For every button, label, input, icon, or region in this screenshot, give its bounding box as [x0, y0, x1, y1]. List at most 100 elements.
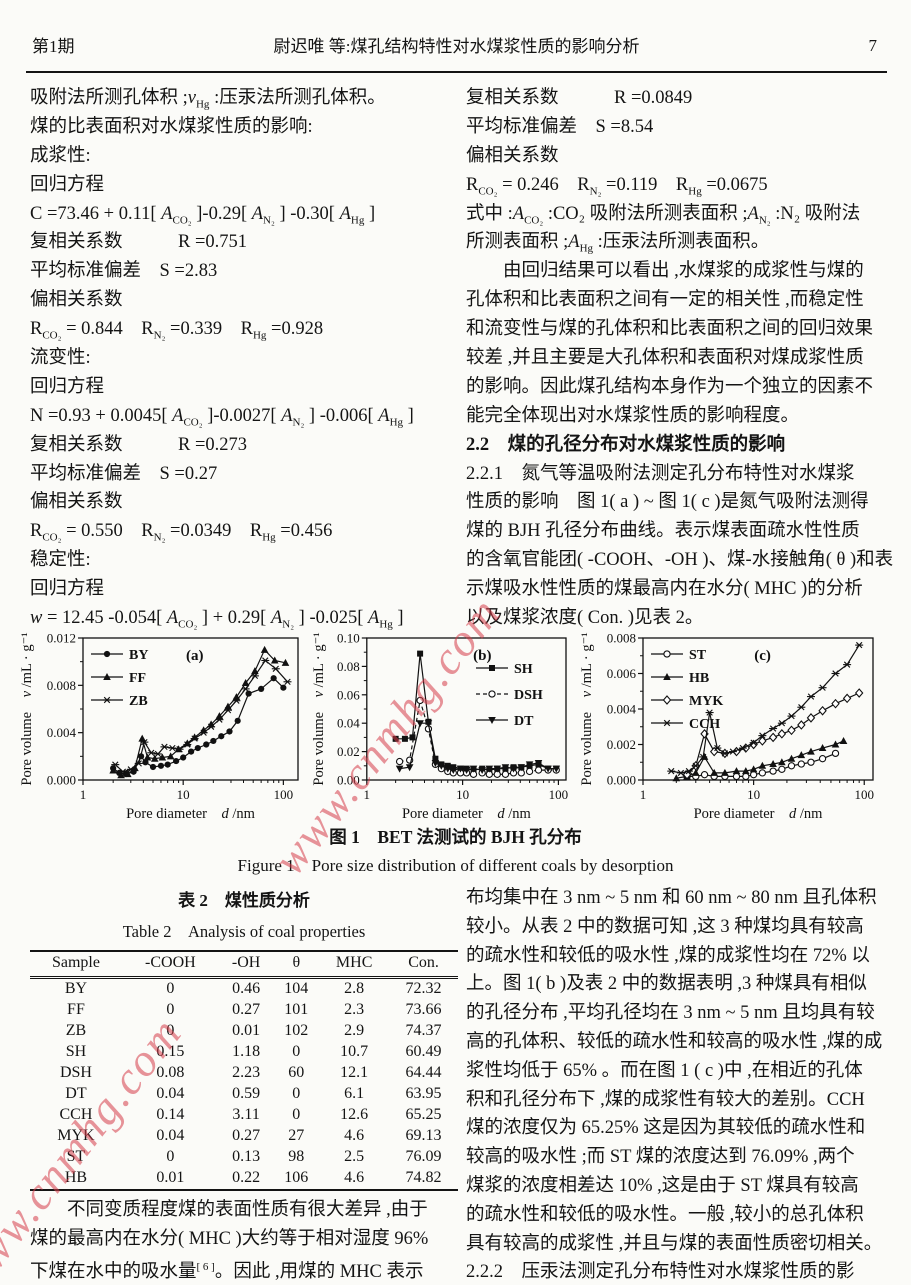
- text-line: 复相关系数 R =0.751: [30, 232, 248, 253]
- table-cell: 0: [292, 1106, 301, 1123]
- table-cell: 27: [288, 1127, 305, 1144]
- table-row: DT 0.04 0.59 0 6.1 63.95: [30, 1084, 458, 1105]
- left-column-text: 吸附法所测孔体积 ;vHg :压汞法所测孔体积。 煤的比表面积对水煤浆性质的影响:…: [30, 84, 462, 633]
- page-number: 7: [868, 36, 878, 55]
- svg-text:Pore diameter d /nm: Pore diameter d /nm: [402, 806, 532, 822]
- right-column-text: 复相关系数 R =0.0849 平均标准偏差 S =8.54 偏相关系数 RCO₂ =…: [466, 84, 908, 633]
- svg-text:100: 100: [854, 787, 874, 802]
- table-cell: 73.66: [405, 1001, 442, 1018]
- table-cell: BY: [64, 980, 88, 997]
- text-line: 平均标准偏差 S =0.27: [30, 463, 218, 484]
- table-header-cell: Sample: [51, 954, 100, 971]
- text-line: 偏相关系数: [30, 290, 123, 311]
- table-cell: 0.04: [156, 1085, 185, 1102]
- table-cell: 72.32: [405, 980, 442, 997]
- table2-block: 表 2 煤性质分析 Table 2 Analysis of coal prope…: [30, 886, 458, 1191]
- text-line: 煤的比表面积对水煤浆性质的影响:: [30, 116, 313, 137]
- text-line: 能完全体现出对水煤浆性质的影响程度。: [466, 405, 800, 426]
- table-cell: 0.13: [232, 1148, 261, 1165]
- text-line: 不同变质程度煤的表面性质有很大差异 ,由于: [30, 1200, 428, 1220]
- text-line: RCO₂ = 0.844 RN₂ =0.339 RHg =0.928: [30, 319, 324, 342]
- figure1-panels: 0.000 0.004 0.008 0.012 1 10 100 BY FF ZB (a) Pore …: [18, 630, 898, 826]
- table-cell: 60: [288, 1064, 305, 1081]
- text-line: 具有较高的成浆性 ,并且与煤的表面性质密切相关。: [466, 1233, 883, 1254]
- table-cell: 0: [166, 1022, 175, 1039]
- table-cell: 63.95: [405, 1085, 442, 1102]
- svg-text:0.02: 0.02: [337, 744, 360, 759]
- text-line: 2.2.1 氮气等温吸附法测定孔分布特性对水煤浆: [466, 463, 855, 484]
- table2-title-en: Table 2 Analysis of coal properties: [122, 922, 366, 941]
- svg-text:10: 10: [747, 787, 760, 802]
- svg-text:HB: HB: [689, 671, 709, 686]
- svg-text:0.012: 0.012: [47, 631, 76, 646]
- text-line: 以及煤浆浓度( Con. )见表 2。: [466, 608, 704, 629]
- text-line: 积和孔径分布下 ,煤的成浆性有较大的差别。CCH: [466, 1089, 865, 1110]
- table-cell: 0.22: [232, 1169, 261, 1186]
- table-cell: ZB: [65, 1022, 87, 1039]
- table-row: BY 0 0.46 104 2.8 72.32: [30, 978, 458, 1001]
- svg-text:Pore volume v /mL · g⁻¹: Pore volume v /mL · g⁻¹: [579, 632, 595, 785]
- text-line: 孔体积和比表面积之间有一定的相关性 ,而稳定性: [466, 290, 864, 311]
- text-line: 所测表面积 ;AHg :压汞法所测表面积。: [466, 232, 770, 256]
- svg-text:Pore volume v /mL · g⁻¹: Pore volume v /mL · g⁻¹: [311, 632, 327, 785]
- text-line: 上。图 1( b )及表 2 中的数据表明 ,3 种煤具有相似: [466, 974, 867, 995]
- svg-text:0.04: 0.04: [337, 716, 360, 731]
- text-line: 偏相关系数: [466, 145, 559, 166]
- table-cell: 4.6: [344, 1127, 365, 1144]
- table-cell: 4.6: [344, 1169, 365, 1186]
- table-cell: 0: [166, 980, 175, 997]
- svg-text:ZB: ZB: [129, 694, 148, 709]
- text-line: 和流变性与煤的孔体积和比表面积之间的回归效果: [466, 319, 874, 340]
- text-line: w = 12.45 -0.054[ ACO₂ ] + 0.29[ AN₂ ] -…: [30, 608, 404, 631]
- table-cell: 102: [284, 1022, 309, 1039]
- svg-text:FF: FF: [129, 671, 146, 686]
- table-cell: SH: [65, 1043, 87, 1060]
- table-cell: ST: [66, 1148, 86, 1165]
- svg-text:0.004: 0.004: [607, 702, 637, 717]
- text-line: 下煤在水中的吸水量[ 6 ]。因此 ,用煤的 MHC 表示: [30, 1261, 424, 1282]
- table-cell: 74.37: [405, 1022, 442, 1039]
- text-line: 较差 ,并且主要是大孔体积和表面积对煤成浆性质: [466, 348, 864, 369]
- text-line: 回归方程: [30, 174, 105, 195]
- svg-text:10: 10: [177, 787, 190, 802]
- table-cell: 2.9: [344, 1022, 365, 1039]
- table-cell: 98: [288, 1148, 305, 1165]
- table-header-cell: θ: [292, 954, 301, 971]
- text-line: 2.2 煤的孔径分布对水煤浆性质的影响: [466, 434, 786, 455]
- table-cell: 0.01: [232, 1022, 261, 1039]
- table-header-row: Sample -COOH -OH θ MHC Con.: [30, 951, 458, 978]
- chart-c-svg: 0.000 0.002 0.004 0.006 0.008 1 10 100 ST HB MYK CC…: [579, 631, 874, 823]
- svg-text:0.006: 0.006: [607, 666, 637, 681]
- svg-text:(c): (c): [754, 648, 771, 664]
- table-cell: 69.13: [405, 1127, 442, 1144]
- table-cell: 0: [292, 1085, 301, 1102]
- table-cell: DT: [65, 1085, 87, 1102]
- table-row: ZB 0 0.01 102 2.9 74.37: [30, 1021, 458, 1042]
- table-header-cell: Con.: [408, 954, 439, 971]
- table-cell: 6.1: [344, 1085, 365, 1102]
- text-line: 平均标准偏差 S =2.83: [30, 261, 218, 282]
- text-line: C =73.46 + 0.11[ ACO₂ ]-0.29[ AN₂ ] -0.3…: [30, 203, 376, 227]
- svg-text:0.008: 0.008: [47, 678, 76, 693]
- table-cell: 10.7: [340, 1043, 369, 1060]
- svg-text:MYK: MYK: [689, 694, 723, 709]
- svg-text:ST: ST: [689, 648, 707, 663]
- svg-text:0.00: 0.00: [337, 773, 360, 788]
- table2-title-zh: 表 2 煤性质分析: [178, 891, 310, 910]
- text-line: 的含氧官能团( -COOH、-OH )、煤-水接触角( θ )和表: [466, 550, 894, 571]
- table-cell: 74.82: [405, 1169, 442, 1186]
- table-cell: 0.14: [156, 1106, 185, 1123]
- table-row: CCH 0.14 3.11 0 12.6 65.25: [30, 1105, 458, 1126]
- table-cell: FF: [67, 1001, 85, 1018]
- table-cell: 0.27: [232, 1001, 261, 1018]
- table-cell: 0.46: [232, 980, 261, 997]
- page-header: 第1期 尉迟唯 等:煤孔结构特性对水煤浆性质的影响分析 7: [30, 30, 883, 58]
- table-cell: 2.23: [232, 1064, 261, 1081]
- table-cell: 104: [284, 980, 309, 997]
- text-line: 的疏水性和较低的吸水性 ,煤的成浆性均在 72% 以: [466, 945, 870, 966]
- table-cell: 60.49: [405, 1043, 442, 1060]
- svg-text:0.008: 0.008: [607, 631, 636, 646]
- text-line: 的孔径分布 ,平均孔径均在 3 nm ~ 5 nm 且均具有较: [466, 1003, 875, 1024]
- table-row: ST 0 0.13 98 2.5 76.09: [30, 1147, 458, 1168]
